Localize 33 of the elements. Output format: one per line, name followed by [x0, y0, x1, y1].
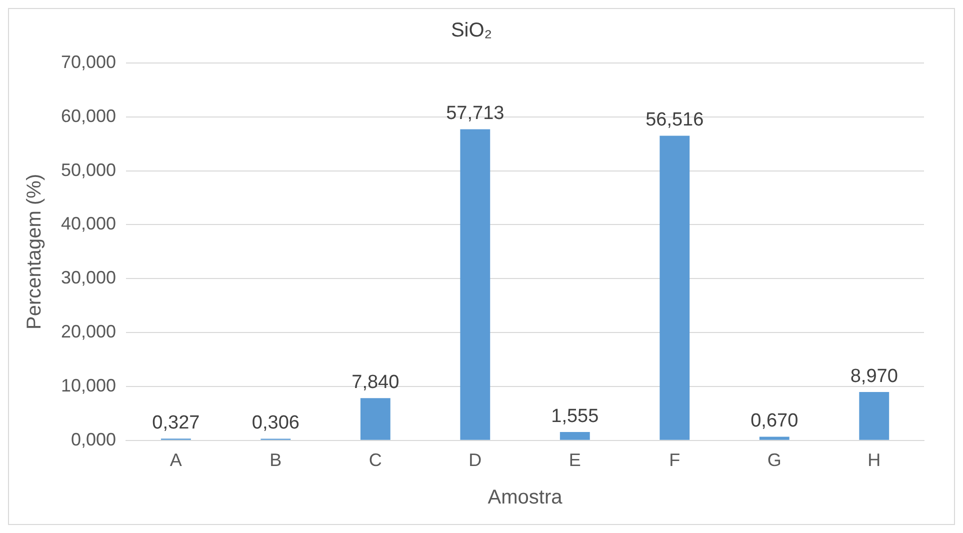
- y-tick-label: 10,000: [60, 375, 116, 396]
- y-tick-label: 70,000: [60, 52, 116, 72]
- x-tick-label: B: [270, 450, 282, 470]
- bar: [660, 136, 690, 440]
- y-tick-label: 60,000: [60, 106, 116, 126]
- data-label: 0,327: [152, 412, 200, 434]
- y-axis-title: Percentagem (%): [24, 174, 46, 330]
- x-tick-label: H: [868, 450, 881, 470]
- y-tick-label: 0,000: [71, 429, 116, 450]
- x-tick-label: F: [669, 450, 680, 470]
- data-label: 56,516: [646, 109, 704, 130]
- x-axis-title: Amostra: [488, 486, 564, 509]
- x-tick-label: G: [767, 450, 782, 470]
- bar: [460, 129, 490, 440]
- x-tick-label: E: [568, 450, 581, 470]
- data-label: 57,713: [446, 102, 504, 124]
- data-label: 8,970: [850, 366, 898, 387]
- x-tick-label: A: [170, 450, 182, 470]
- data-label: 1,555: [551, 406, 599, 427]
- bar: [859, 392, 890, 440]
- x-tick-label: C: [368, 450, 382, 470]
- y-tick-label: 20,000: [60, 322, 116, 342]
- chart-title: SiO₂: [450, 20, 492, 42]
- bar: [560, 432, 590, 440]
- data-label: 0,670: [750, 410, 798, 432]
- bar: [360, 398, 390, 440]
- x-tick-label: D: [468, 450, 482, 470]
- data-label: 7,840: [352, 372, 400, 393]
- y-tick-label: 40,000: [60, 214, 116, 234]
- bar: [759, 436, 790, 440]
- data-label: 0,306: [252, 412, 300, 434]
- y-tick-label: 50,000: [60, 160, 116, 180]
- y-tick-label: 30,000: [60, 268, 116, 288]
